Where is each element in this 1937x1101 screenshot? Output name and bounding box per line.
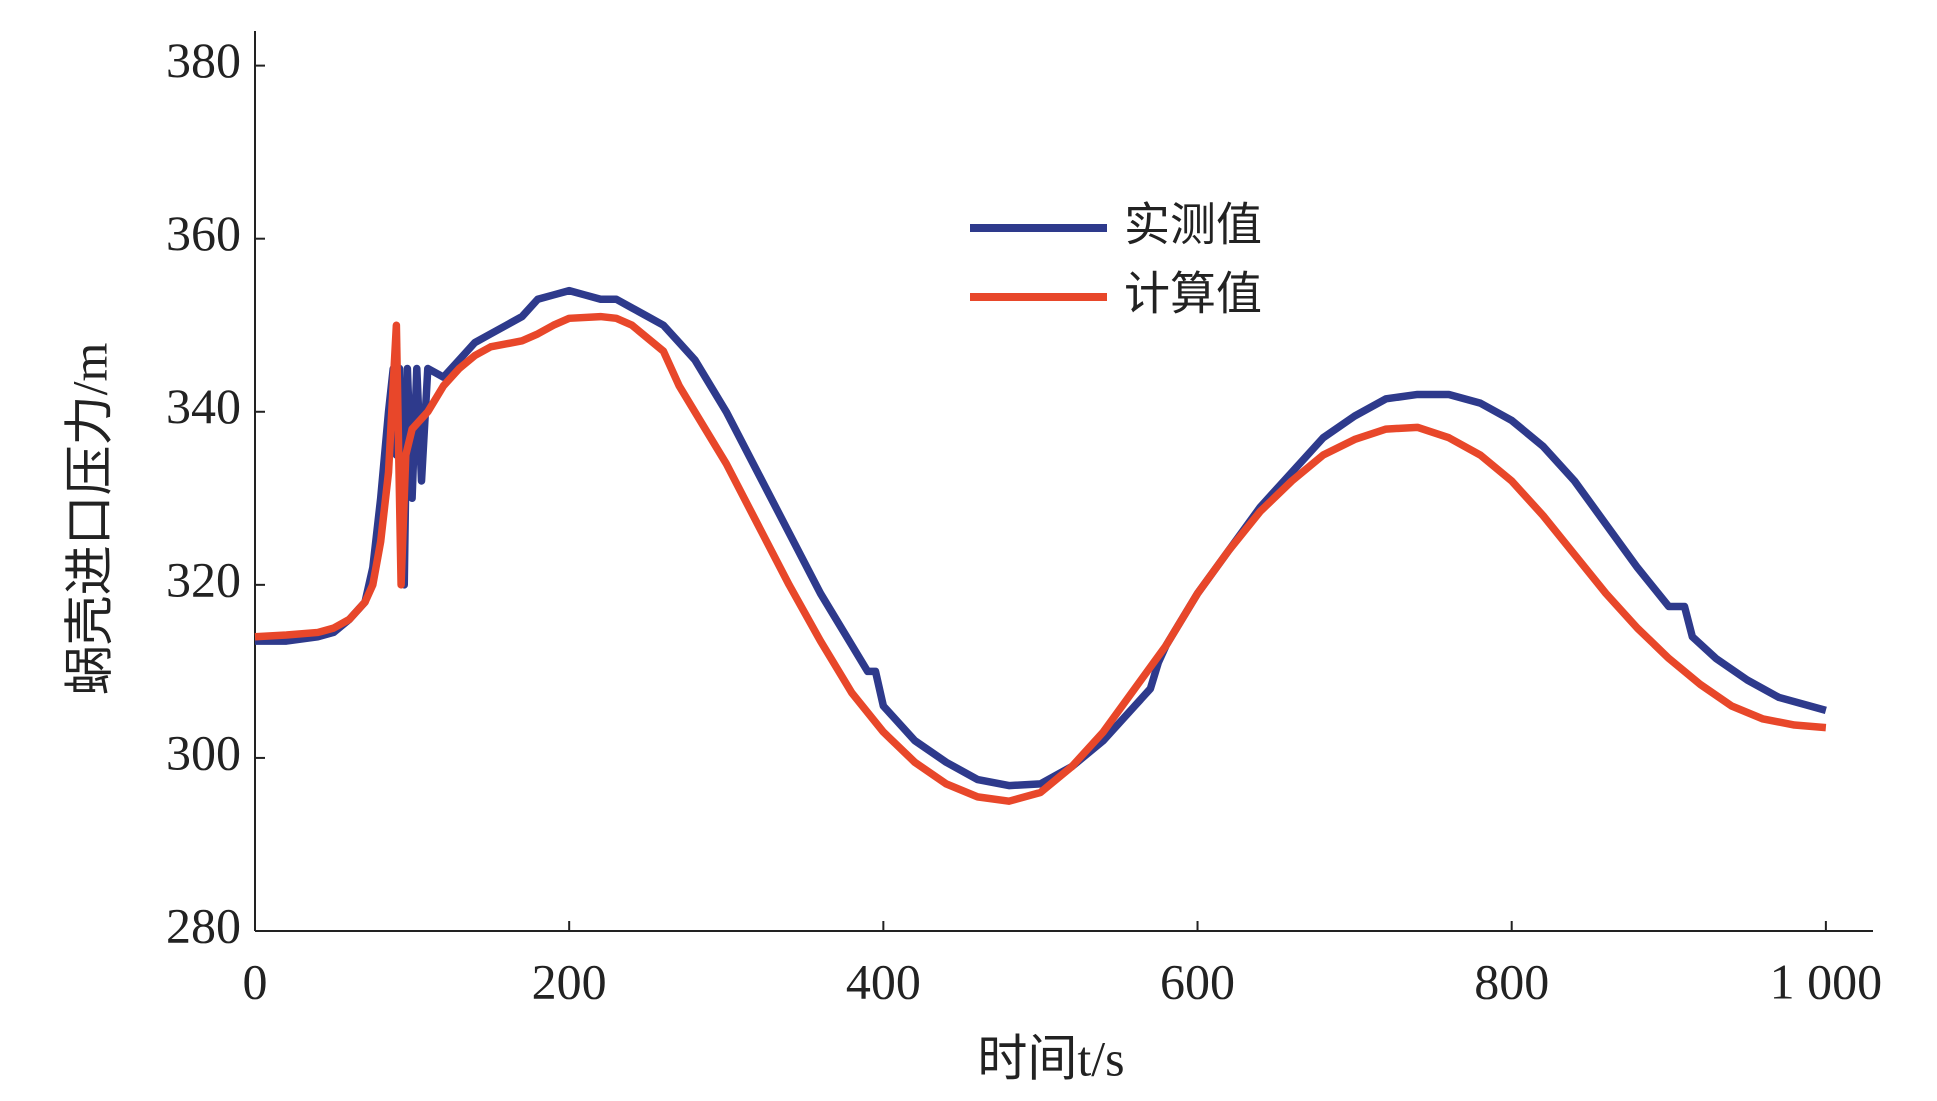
- x-tick-label: 200: [532, 953, 607, 1009]
- x-tick-label: 800: [1474, 953, 1549, 1009]
- y-tick-label: 280: [166, 897, 241, 953]
- legend-label: 实测值: [1124, 198, 1262, 252]
- data-line: [255, 286, 1827, 790]
- y-axis-label: 蜗壳进口压力/m: [61, 343, 117, 696]
- y-tick-label: 380: [166, 32, 241, 88]
- y-tick-label: 340: [166, 378, 241, 434]
- y-tick-label: 360: [166, 205, 241, 261]
- x-tick-label: 0: [243, 953, 268, 1009]
- x-tick-label: 1 000: [1770, 953, 1883, 1009]
- legend-label: 计算值: [1124, 267, 1262, 321]
- y-tick-label: 300: [166, 724, 241, 780]
- x-tick-label: 600: [1160, 953, 1235, 1009]
- x-axis-label: 时间t/s: [977, 1030, 1124, 1086]
- data-line: [254, 312, 1827, 805]
- x-tick-label: 400: [846, 953, 921, 1009]
- y-tick-label: 320: [166, 551, 241, 607]
